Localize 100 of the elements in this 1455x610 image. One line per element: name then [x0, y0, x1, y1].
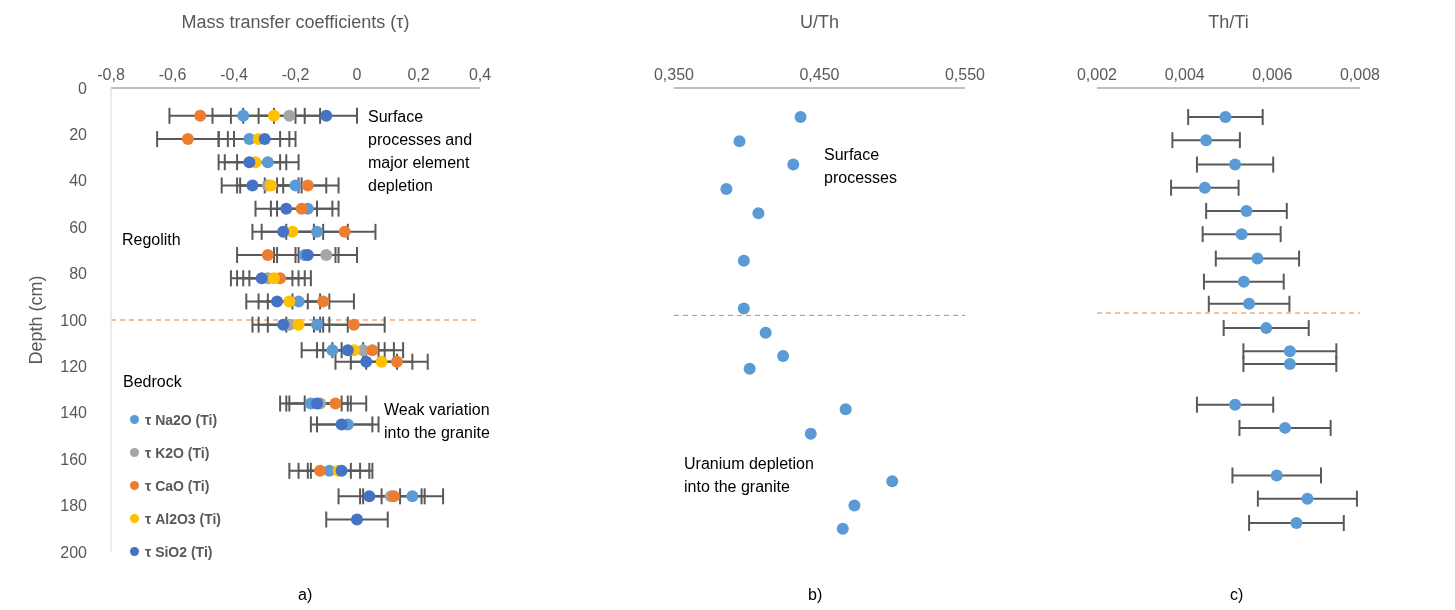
point: [277, 225, 290, 238]
point: [320, 109, 333, 122]
annotation: Regolith: [122, 230, 181, 250]
y-tick-label: 140: [60, 404, 88, 422]
point: [271, 295, 284, 308]
x-axis-title: Th/Ti: [1207, 12, 1250, 33]
point: [360, 355, 373, 368]
annotation: Bedrock: [123, 372, 182, 392]
y-tick-label: 40: [69, 172, 88, 190]
point: [1229, 158, 1242, 171]
point: [1283, 345, 1296, 358]
point: [836, 522, 849, 535]
y-tick-label: 100: [60, 311, 88, 329]
legend-label: τ CaO (Ti): [145, 477, 210, 494]
point: [243, 156, 256, 169]
legend-label: τ SiO2 (Ti): [145, 543, 213, 560]
point: [787, 158, 800, 171]
point: [351, 513, 363, 526]
point: [1270, 469, 1283, 482]
x-tick-label: 0,008: [1339, 66, 1381, 83]
x-tick-label: 0,2: [407, 66, 430, 83]
annotation: Surface processes: [824, 145, 898, 188]
point: [311, 318, 324, 331]
point: [335, 418, 348, 431]
point: [194, 109, 207, 122]
point: [237, 109, 250, 122]
point: [720, 182, 733, 195]
y-tick-label: 20: [69, 126, 88, 144]
point: [363, 490, 376, 503]
point: [777, 349, 790, 362]
x-axis-title: Mass transfer coefficients (τ): [180, 12, 411, 33]
point: [258, 133, 271, 146]
point: [794, 111, 807, 123]
point: [267, 272, 280, 285]
y-tick-label: 160: [60, 450, 88, 468]
x-tick-label: -0,4: [220, 66, 248, 83]
point: [1251, 252, 1264, 265]
point: [283, 295, 296, 308]
point: [1229, 398, 1242, 411]
point: [759, 326, 772, 339]
annotation: Uranium depletion into the granite: [684, 454, 814, 497]
point: [1219, 111, 1232, 123]
point: [1198, 181, 1211, 194]
point: [283, 109, 296, 122]
point: [311, 225, 324, 238]
y-tick-label: 120: [60, 358, 88, 376]
text: b): [808, 585, 823, 605]
point: [295, 202, 308, 215]
point: [1240, 204, 1253, 217]
point: [181, 133, 194, 146]
point: [347, 318, 360, 331]
point: [1235, 228, 1248, 241]
point: [839, 403, 852, 416]
y-tick-label: 80: [69, 265, 88, 283]
point: [280, 202, 293, 215]
x-axis-title: U/Th: [799, 12, 840, 33]
point: [1200, 134, 1213, 147]
x-tick-label: 0,006: [1252, 66, 1293, 83]
point: [737, 254, 750, 267]
text: a): [298, 585, 313, 605]
point: [326, 344, 339, 357]
y-tick-label: 180: [60, 497, 88, 515]
x-tick-label: -0,6: [158, 66, 187, 83]
x-tick-label: -0,8: [97, 66, 125, 83]
point: [301, 179, 314, 192]
point: [289, 179, 302, 192]
point: [848, 499, 861, 512]
point: [1290, 517, 1303, 529]
point: [317, 295, 330, 308]
point: [277, 318, 290, 331]
point: [743, 362, 756, 375]
x-tick-label: -0,2: [281, 66, 310, 83]
point: [752, 207, 765, 220]
annotation: Surface processes and major element depletion: [368, 107, 474, 196]
y-axis-title: Depth (cm): [26, 275, 47, 365]
point: [390, 355, 403, 368]
x-tick-label: 0,4: [468, 66, 492, 83]
point: [375, 355, 388, 368]
point: [292, 318, 305, 331]
point: [329, 397, 342, 410]
x-tick-label: 0,450: [799, 66, 840, 83]
point: [261, 156, 274, 169]
text: c): [1230, 585, 1244, 605]
y-tick-label: 0: [78, 79, 88, 97]
point: [1243, 297, 1256, 310]
point: [1301, 492, 1314, 505]
annotation: Weak variation into the granite: [384, 400, 491, 443]
point: [246, 179, 259, 192]
point: [366, 344, 379, 357]
point: [737, 302, 750, 315]
point: [255, 272, 268, 285]
y-tick-label: 60: [69, 218, 88, 236]
point: [733, 135, 746, 148]
point: [320, 249, 333, 262]
legend-label: τ Al2O3 (Ti): [145, 510, 222, 527]
x-tick-label: 0: [352, 66, 362, 83]
legend-label: τ K2O (Ti): [145, 444, 210, 461]
legend-label: τ Na2O (Ti): [145, 411, 218, 428]
point: [341, 344, 354, 357]
y-tick-label: 200: [60, 543, 88, 561]
